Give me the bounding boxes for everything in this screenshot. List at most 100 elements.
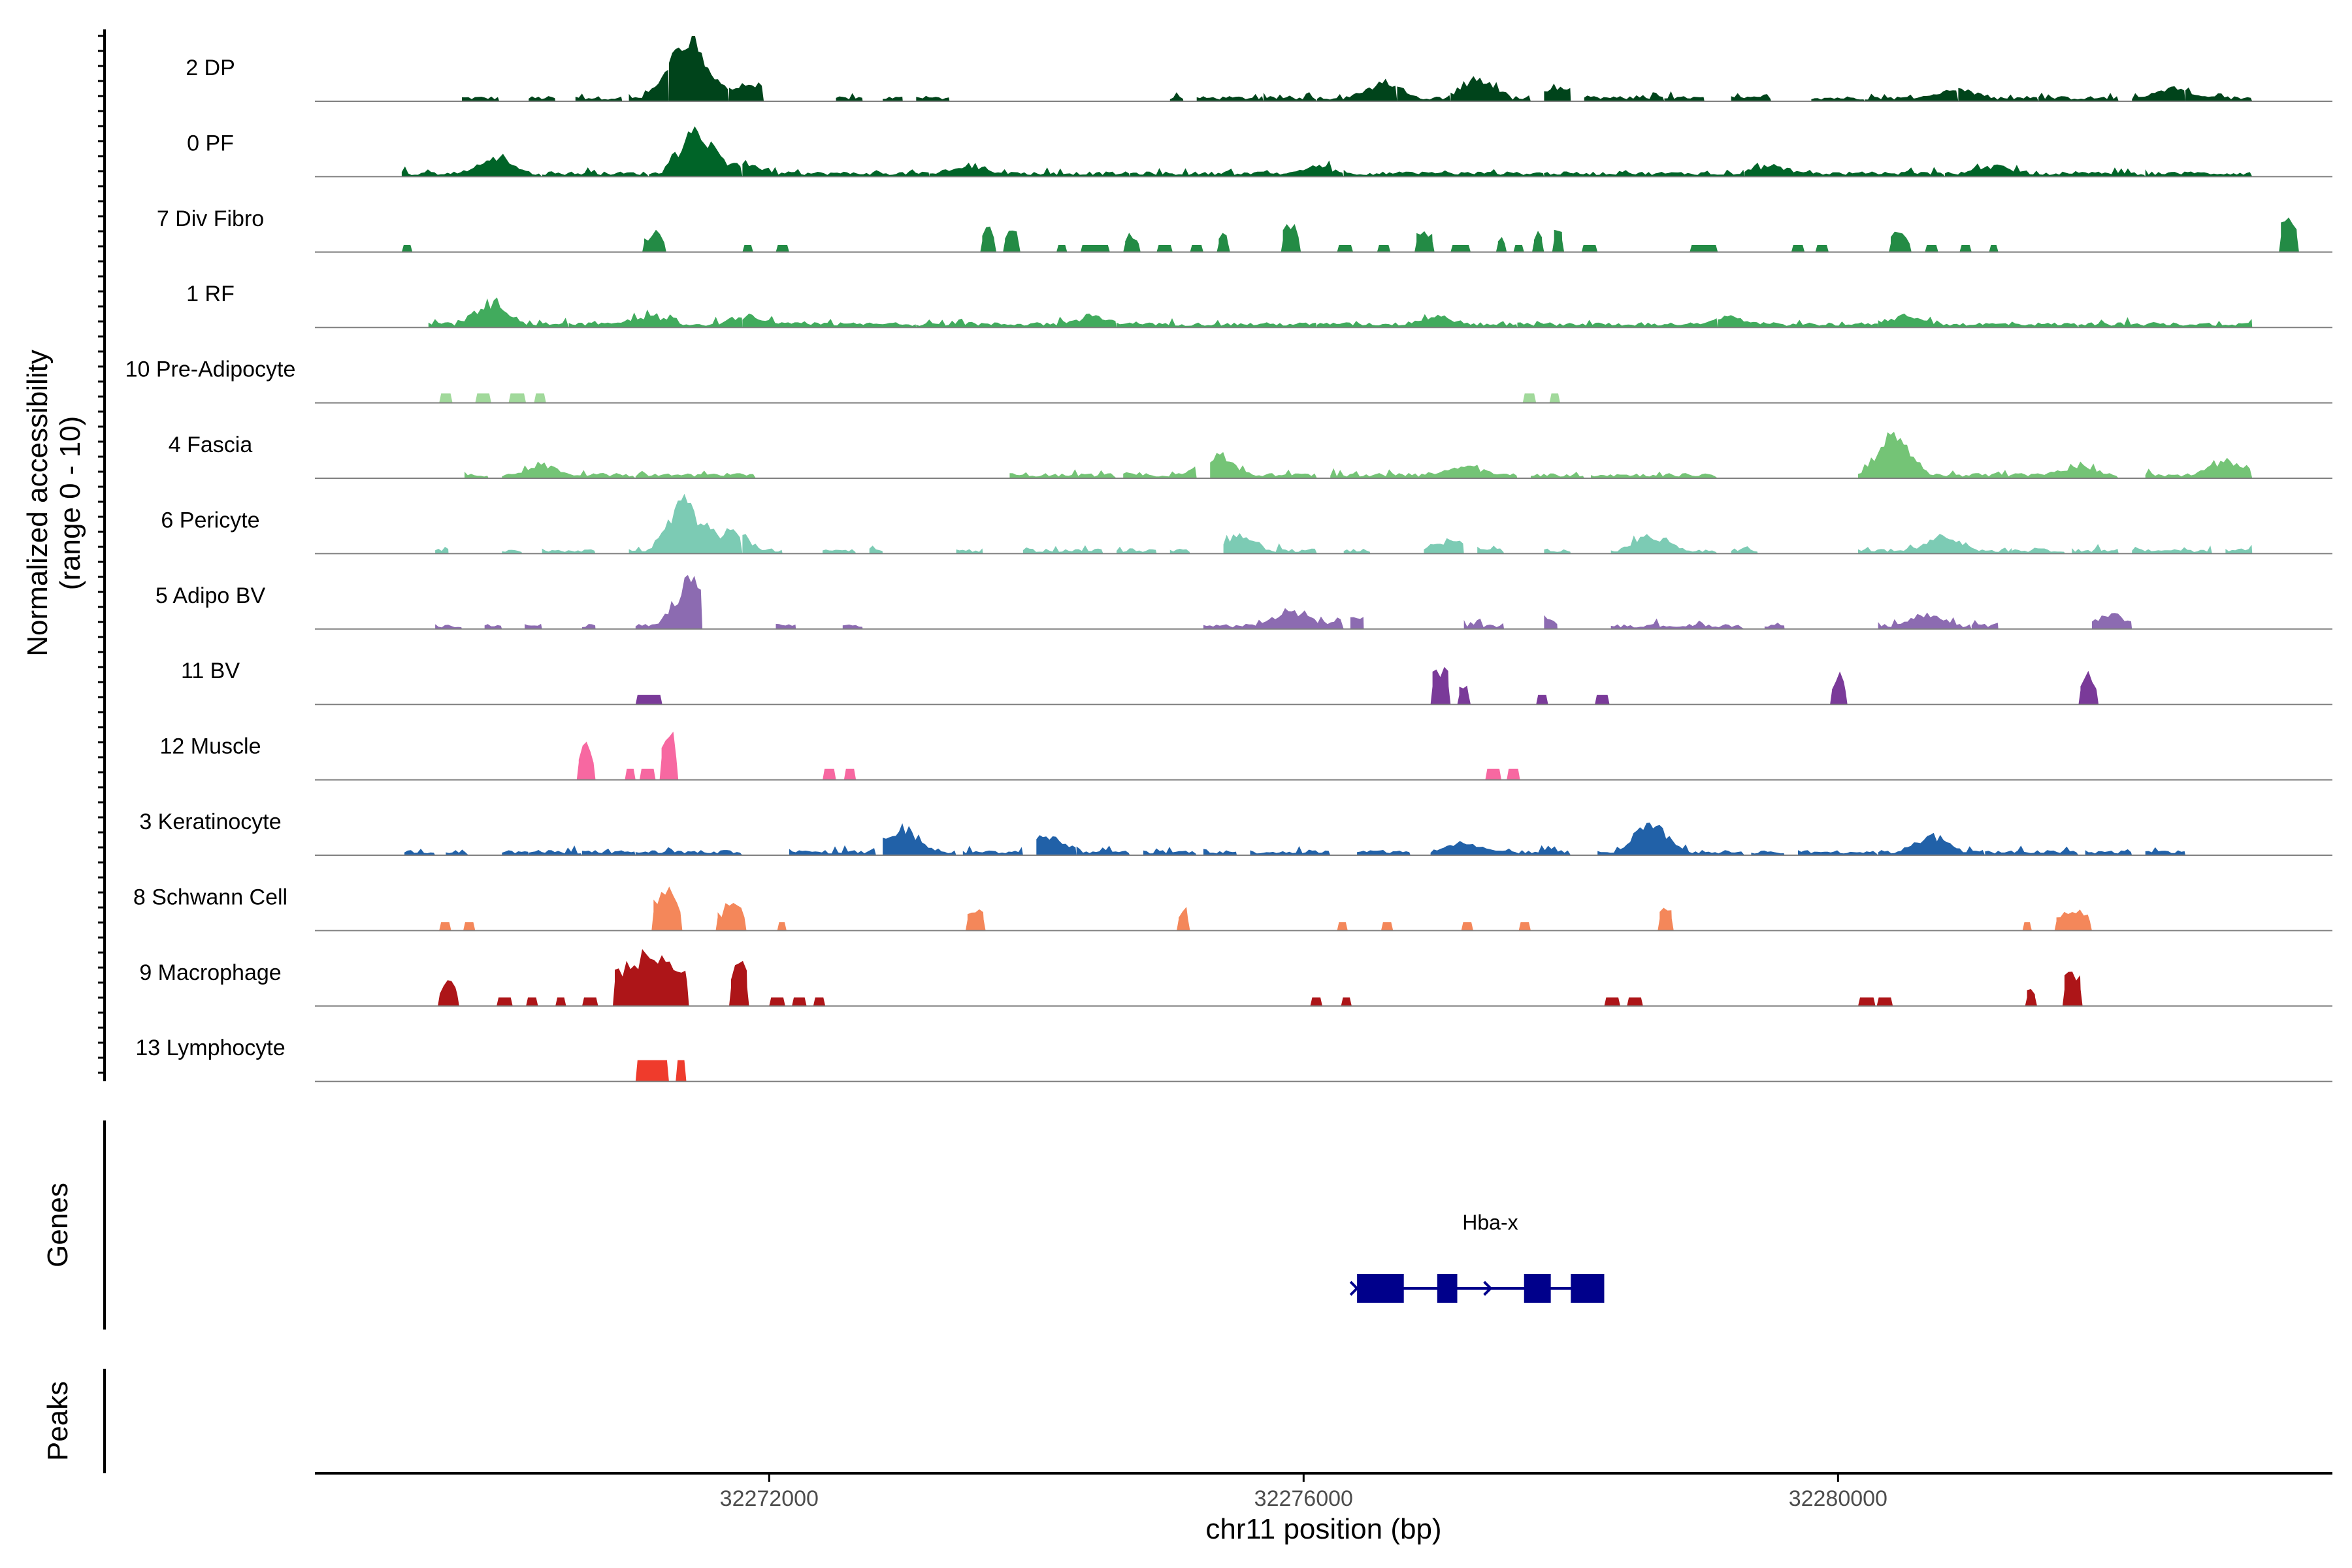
track-label: 4 Fascia <box>169 433 253 457</box>
coverage-area <box>883 823 956 855</box>
coverage-block <box>613 949 689 1006</box>
coverage-area <box>2225 544 2253 554</box>
coverage-area <box>1944 163 2146 177</box>
coverage-block <box>639 768 656 780</box>
gene-exon <box>1357 1274 1404 1303</box>
coverage-area <box>956 548 983 554</box>
coverage-area <box>542 548 596 554</box>
coverage-block <box>1959 245 1972 252</box>
coverage-block <box>401 245 413 252</box>
coverage-area <box>1591 471 1718 478</box>
coverage-block <box>1457 685 1471 705</box>
track-label: 10 Pre-Adipocyte <box>125 357 296 382</box>
coverage-area <box>1718 315 1878 328</box>
coverage-area <box>2012 461 2119 478</box>
coverage-block <box>439 393 453 403</box>
strand-arrow <box>1349 1281 1359 1296</box>
coverage-block <box>1889 231 1912 252</box>
coverage-block <box>1177 907 1190 931</box>
coverage-area <box>1169 92 1184 101</box>
track: 10 Pre-Adipocyte <box>125 357 2332 404</box>
coverage-area <box>962 845 1023 855</box>
track-label: 7 Div Fibro <box>157 206 264 231</box>
coverage-area <box>742 314 917 328</box>
coverage-area <box>1169 549 1190 554</box>
coverage-block <box>1581 245 1598 252</box>
coverage-block <box>1003 230 1021 252</box>
coverage-area <box>1865 90 1959 101</box>
coverage-area <box>1343 549 1371 554</box>
coverage-block <box>1495 237 1507 252</box>
track: 12 Muscle <box>160 731 2332 781</box>
coverage-area <box>1878 314 2079 328</box>
coverage-area <box>1798 850 1878 855</box>
coverage-area <box>649 126 743 177</box>
coverage-area <box>1985 845 2079 855</box>
genes-panel-label: Genes <box>42 1183 74 1267</box>
y-axis-label-line1: Normalized accessibility <box>22 350 54 656</box>
coverage-area <box>1610 534 1718 554</box>
track: 9 Macrophage <box>139 949 2332 1007</box>
coverage-block <box>1549 393 1560 403</box>
coverage-block <box>1056 245 1068 252</box>
coverage-block <box>1876 997 1893 1006</box>
coverage-block <box>1310 997 1322 1006</box>
coverage-area <box>1143 847 1197 855</box>
track-label: 2 DP <box>186 56 235 80</box>
gene-exon <box>1437 1274 1458 1303</box>
coverage-block <box>965 909 986 931</box>
coverage-area <box>1597 823 1745 855</box>
coverage-block <box>576 742 596 780</box>
coverage-block <box>813 997 826 1006</box>
coverage-block <box>1190 245 1203 252</box>
coverage-area <box>1203 608 1344 629</box>
coverage-block <box>1485 768 1501 780</box>
coverage-area <box>465 472 489 478</box>
coverage-block <box>1989 245 1999 252</box>
coverage-area <box>1744 163 1945 177</box>
accessibility-axis <box>98 29 106 1081</box>
coverage-area <box>1811 96 1865 101</box>
coverage-block <box>1156 245 1173 252</box>
coverage-block <box>1830 671 1848 705</box>
coverage-area <box>1424 538 1464 554</box>
coverage-area <box>1210 451 1317 478</box>
coverage-area <box>789 845 876 855</box>
x-tick-label: 32272000 <box>720 1486 819 1511</box>
coverage-area <box>629 69 669 101</box>
coverage-area <box>1463 618 1505 629</box>
coverage-area <box>1731 93 1772 101</box>
coverage-block <box>534 393 546 403</box>
coverage-block <box>1858 997 1876 1006</box>
coverage-area <box>525 623 542 629</box>
coverage-block <box>777 922 787 931</box>
coverage-area <box>1731 546 1758 554</box>
coverage-block <box>555 997 566 1006</box>
coverage-area <box>1250 846 1331 855</box>
peaks-panel-label: Peaks <box>42 1381 74 1461</box>
track: 0 PF <box>187 126 2332 178</box>
coverage-area <box>729 82 764 101</box>
coverage-area <box>1878 832 1985 855</box>
coverage-block <box>1532 231 1544 252</box>
coverage-block <box>463 922 476 931</box>
x-tick-label: 32276000 <box>1254 1486 1353 1511</box>
x-axis-label: chr11 position (bp) <box>1205 1513 1441 1545</box>
coverage-block <box>438 980 459 1006</box>
coverage-area <box>869 546 883 554</box>
coverage-area <box>502 850 529 855</box>
coverage-area <box>1009 469 1117 478</box>
gene-label: Hba-x <box>1462 1211 1518 1234</box>
track: 5 Adipo BV <box>155 575 2332 630</box>
x-axis: 32272000 32276000 32280000 <box>315 1472 2332 1511</box>
coverage-area <box>1036 835 1077 855</box>
coverage-block <box>1925 245 1938 252</box>
coverage-area <box>635 470 756 478</box>
coverage-block <box>1080 245 1110 252</box>
coverage-area <box>542 167 649 177</box>
coverage-area <box>1117 318 1317 328</box>
coverage-area <box>776 623 796 629</box>
coverage-area <box>2145 457 2253 478</box>
coverage-area <box>1264 92 1317 101</box>
